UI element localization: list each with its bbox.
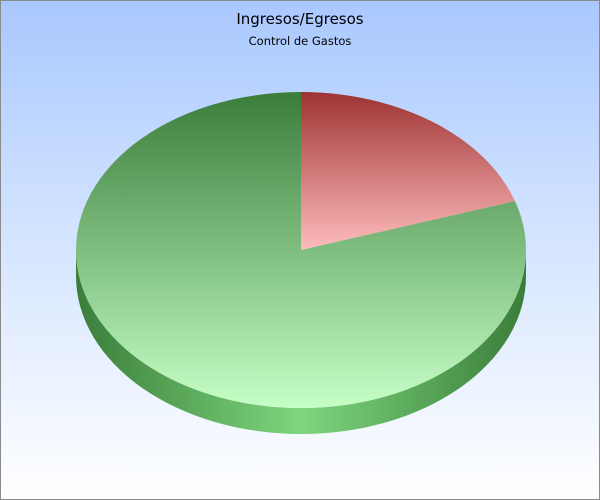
pie-slice-0[interactable] xyxy=(301,92,515,250)
pie-side-wall xyxy=(76,250,526,434)
chart-subtitle: Control de Gastos xyxy=(248,34,352,48)
chart-title: Ingresos/Egresos xyxy=(236,10,364,28)
pie-slice-1[interactable] xyxy=(76,92,527,408)
